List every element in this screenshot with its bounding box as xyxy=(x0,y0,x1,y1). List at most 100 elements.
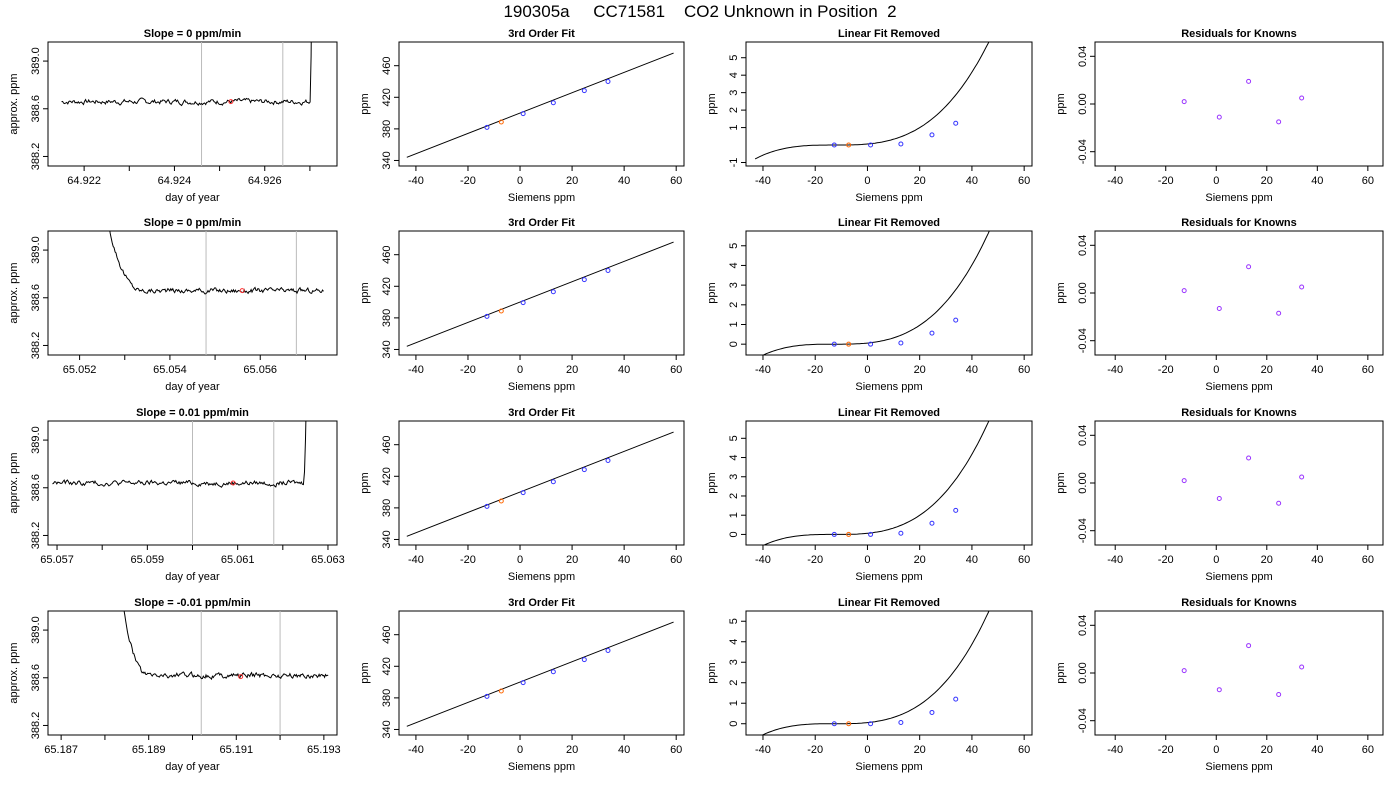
y-tick-label: 380 xyxy=(381,499,393,517)
residual-point xyxy=(1299,474,1305,480)
x-tick-label: 60 xyxy=(1018,364,1030,376)
panel-title: 3rd Order Fit xyxy=(508,217,575,229)
known-point xyxy=(605,647,611,653)
y-tick-label: 3 xyxy=(728,282,740,288)
y-tick-label: 1 xyxy=(728,512,740,518)
plot-area xyxy=(1181,455,1305,506)
known-point xyxy=(484,124,490,130)
known-point xyxy=(868,531,874,537)
x-tick-label: -20 xyxy=(460,175,476,187)
known-point xyxy=(550,289,556,295)
known-point xyxy=(898,719,904,725)
x-tick-label: 0 xyxy=(1213,554,1219,566)
plot-frame xyxy=(47,610,338,736)
x-tick-label: 40 xyxy=(1311,175,1323,187)
residual-point xyxy=(1276,691,1282,697)
x-tick-label: 40 xyxy=(966,364,978,376)
x-tick-label: 60 xyxy=(670,175,682,187)
panel-1-2: 3rd Order Fit -40 -20 0 20 40 60 340 380 420 460 Si… xyxy=(359,28,685,204)
x-tick-label: 65.063 xyxy=(311,554,345,566)
plot-frame xyxy=(398,230,685,356)
x-tick-label: 0 xyxy=(1213,175,1219,187)
plot-area xyxy=(1181,643,1305,697)
x-tick-label: -40 xyxy=(755,744,771,756)
known-point xyxy=(929,330,935,336)
y-tick-label: 2 xyxy=(728,493,740,499)
residual-curve xyxy=(763,421,990,545)
residual-point xyxy=(1299,95,1305,101)
known-point xyxy=(605,457,611,463)
plot-frame xyxy=(745,610,1033,736)
x-axis-label: Siemens ppm xyxy=(1205,571,1272,583)
plot-area xyxy=(406,431,674,537)
x-tick-label: 64.926 xyxy=(248,175,282,187)
known-point xyxy=(831,531,837,537)
plot-frame xyxy=(47,41,338,167)
x-tick-label: 20 xyxy=(1261,554,1273,566)
y-axis-label: ppm xyxy=(706,662,718,683)
unknown-point xyxy=(498,688,504,694)
panel-3-2: 3rd Order Fit -40 -20 0 20 40 60 340 380 420 460 Si… xyxy=(359,407,685,583)
x-axis-label: day of year xyxy=(165,192,220,204)
y-tick-label: 0.04 xyxy=(1077,46,1089,67)
y-tick-label: 420 xyxy=(381,277,393,295)
x-tick-label: 40 xyxy=(1311,554,1323,566)
x-tick-label: -20 xyxy=(1158,175,1174,187)
x-tick-label: 40 xyxy=(1311,744,1323,756)
x-tick-label: -20 xyxy=(1158,744,1174,756)
x-tick-label: 40 xyxy=(966,744,978,756)
panel-title: Residuals for Knowns xyxy=(1181,28,1297,40)
y-tick-label: -0.04 xyxy=(1077,328,1089,353)
y-tick-label: 388.2 xyxy=(30,522,42,550)
known-point xyxy=(550,479,556,485)
x-tick-label: 64.924 xyxy=(158,175,192,187)
y-axis-label: ppm xyxy=(1055,93,1067,114)
y-tick-label: 4 xyxy=(728,72,740,78)
known-point xyxy=(898,141,904,147)
x-tick-label: 40 xyxy=(618,364,630,376)
y-tick-label: 2 xyxy=(728,680,740,686)
residual-point xyxy=(1276,500,1282,506)
x-tick-label: 20 xyxy=(914,175,926,187)
residual-point xyxy=(1276,310,1282,316)
x-tick-label: -20 xyxy=(807,364,823,376)
residual-point xyxy=(1181,288,1187,294)
x-tick-label: 65.054 xyxy=(153,364,187,376)
x-tick-label: -20 xyxy=(1158,554,1174,566)
plot-frame xyxy=(745,230,1033,356)
x-tick-label: 0 xyxy=(864,175,870,187)
x-tick-label: 60 xyxy=(1018,554,1030,566)
x-tick-label: 20 xyxy=(914,744,926,756)
y-tick-label: 5 xyxy=(728,243,740,249)
x-axis-label: day of year xyxy=(165,571,220,583)
plot-area xyxy=(762,231,990,355)
panel-1-3: Linear Fit Removed -40 -20 0 20 40 60 -1 1 2 3 4 5 Si… xyxy=(706,28,1033,204)
unknown-point xyxy=(846,531,852,537)
known-point xyxy=(520,490,526,496)
y-tick-label: 0.04 xyxy=(1077,425,1089,446)
x-tick-label: 0 xyxy=(517,364,523,376)
y-tick-label: 388.6 xyxy=(30,664,42,692)
plot-frame xyxy=(398,420,685,546)
known-point xyxy=(581,88,587,94)
residual-point xyxy=(1276,119,1282,125)
plot-frame xyxy=(1094,420,1384,546)
y-tick-label: 388.2 xyxy=(30,332,42,360)
x-tick-label: -20 xyxy=(460,744,476,756)
y-tick-label: 5 xyxy=(728,55,740,61)
y-tick-label: 420 xyxy=(381,88,393,106)
y-tick-label: 389.0 xyxy=(30,47,42,75)
fit-line xyxy=(406,431,674,537)
y-tick-label: 4 xyxy=(728,262,740,268)
plot-area xyxy=(754,42,990,160)
x-tick-label: 40 xyxy=(618,554,630,566)
known-point xyxy=(868,341,874,347)
residual-point xyxy=(1181,478,1187,484)
known-point xyxy=(898,530,904,536)
panel-title: Slope = -0.01 ppm/min xyxy=(134,597,251,609)
y-tick-label: -0.04 xyxy=(1077,139,1089,164)
y-tick-label: 460 xyxy=(381,57,393,75)
panel-3-3: Linear Fit Removed -40 -20 0 20 40 60 0 1 2 3 4 5 Sie… xyxy=(706,407,1033,583)
known-point xyxy=(898,340,904,346)
